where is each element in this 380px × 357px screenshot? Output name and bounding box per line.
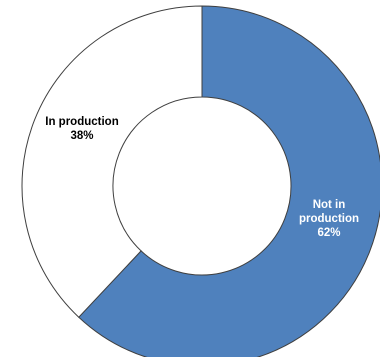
slice-label-line: 38%: [70, 130, 93, 142]
slice-label-line: In production: [45, 116, 118, 128]
chart-data-labels: Not in production 62% In production 38%: [45, 116, 359, 239]
donut-slice-1: [21, 5, 203, 318]
slice-label-line: production: [299, 213, 359, 225]
slice-label-line: Not in: [313, 199, 346, 211]
slice-label-line: 62%: [317, 227, 340, 239]
chart-slices: [21, 5, 380, 357]
slice-label-0: Not in production 62%: [299, 199, 359, 239]
slice-label-1: In production 38%: [45, 116, 118, 142]
